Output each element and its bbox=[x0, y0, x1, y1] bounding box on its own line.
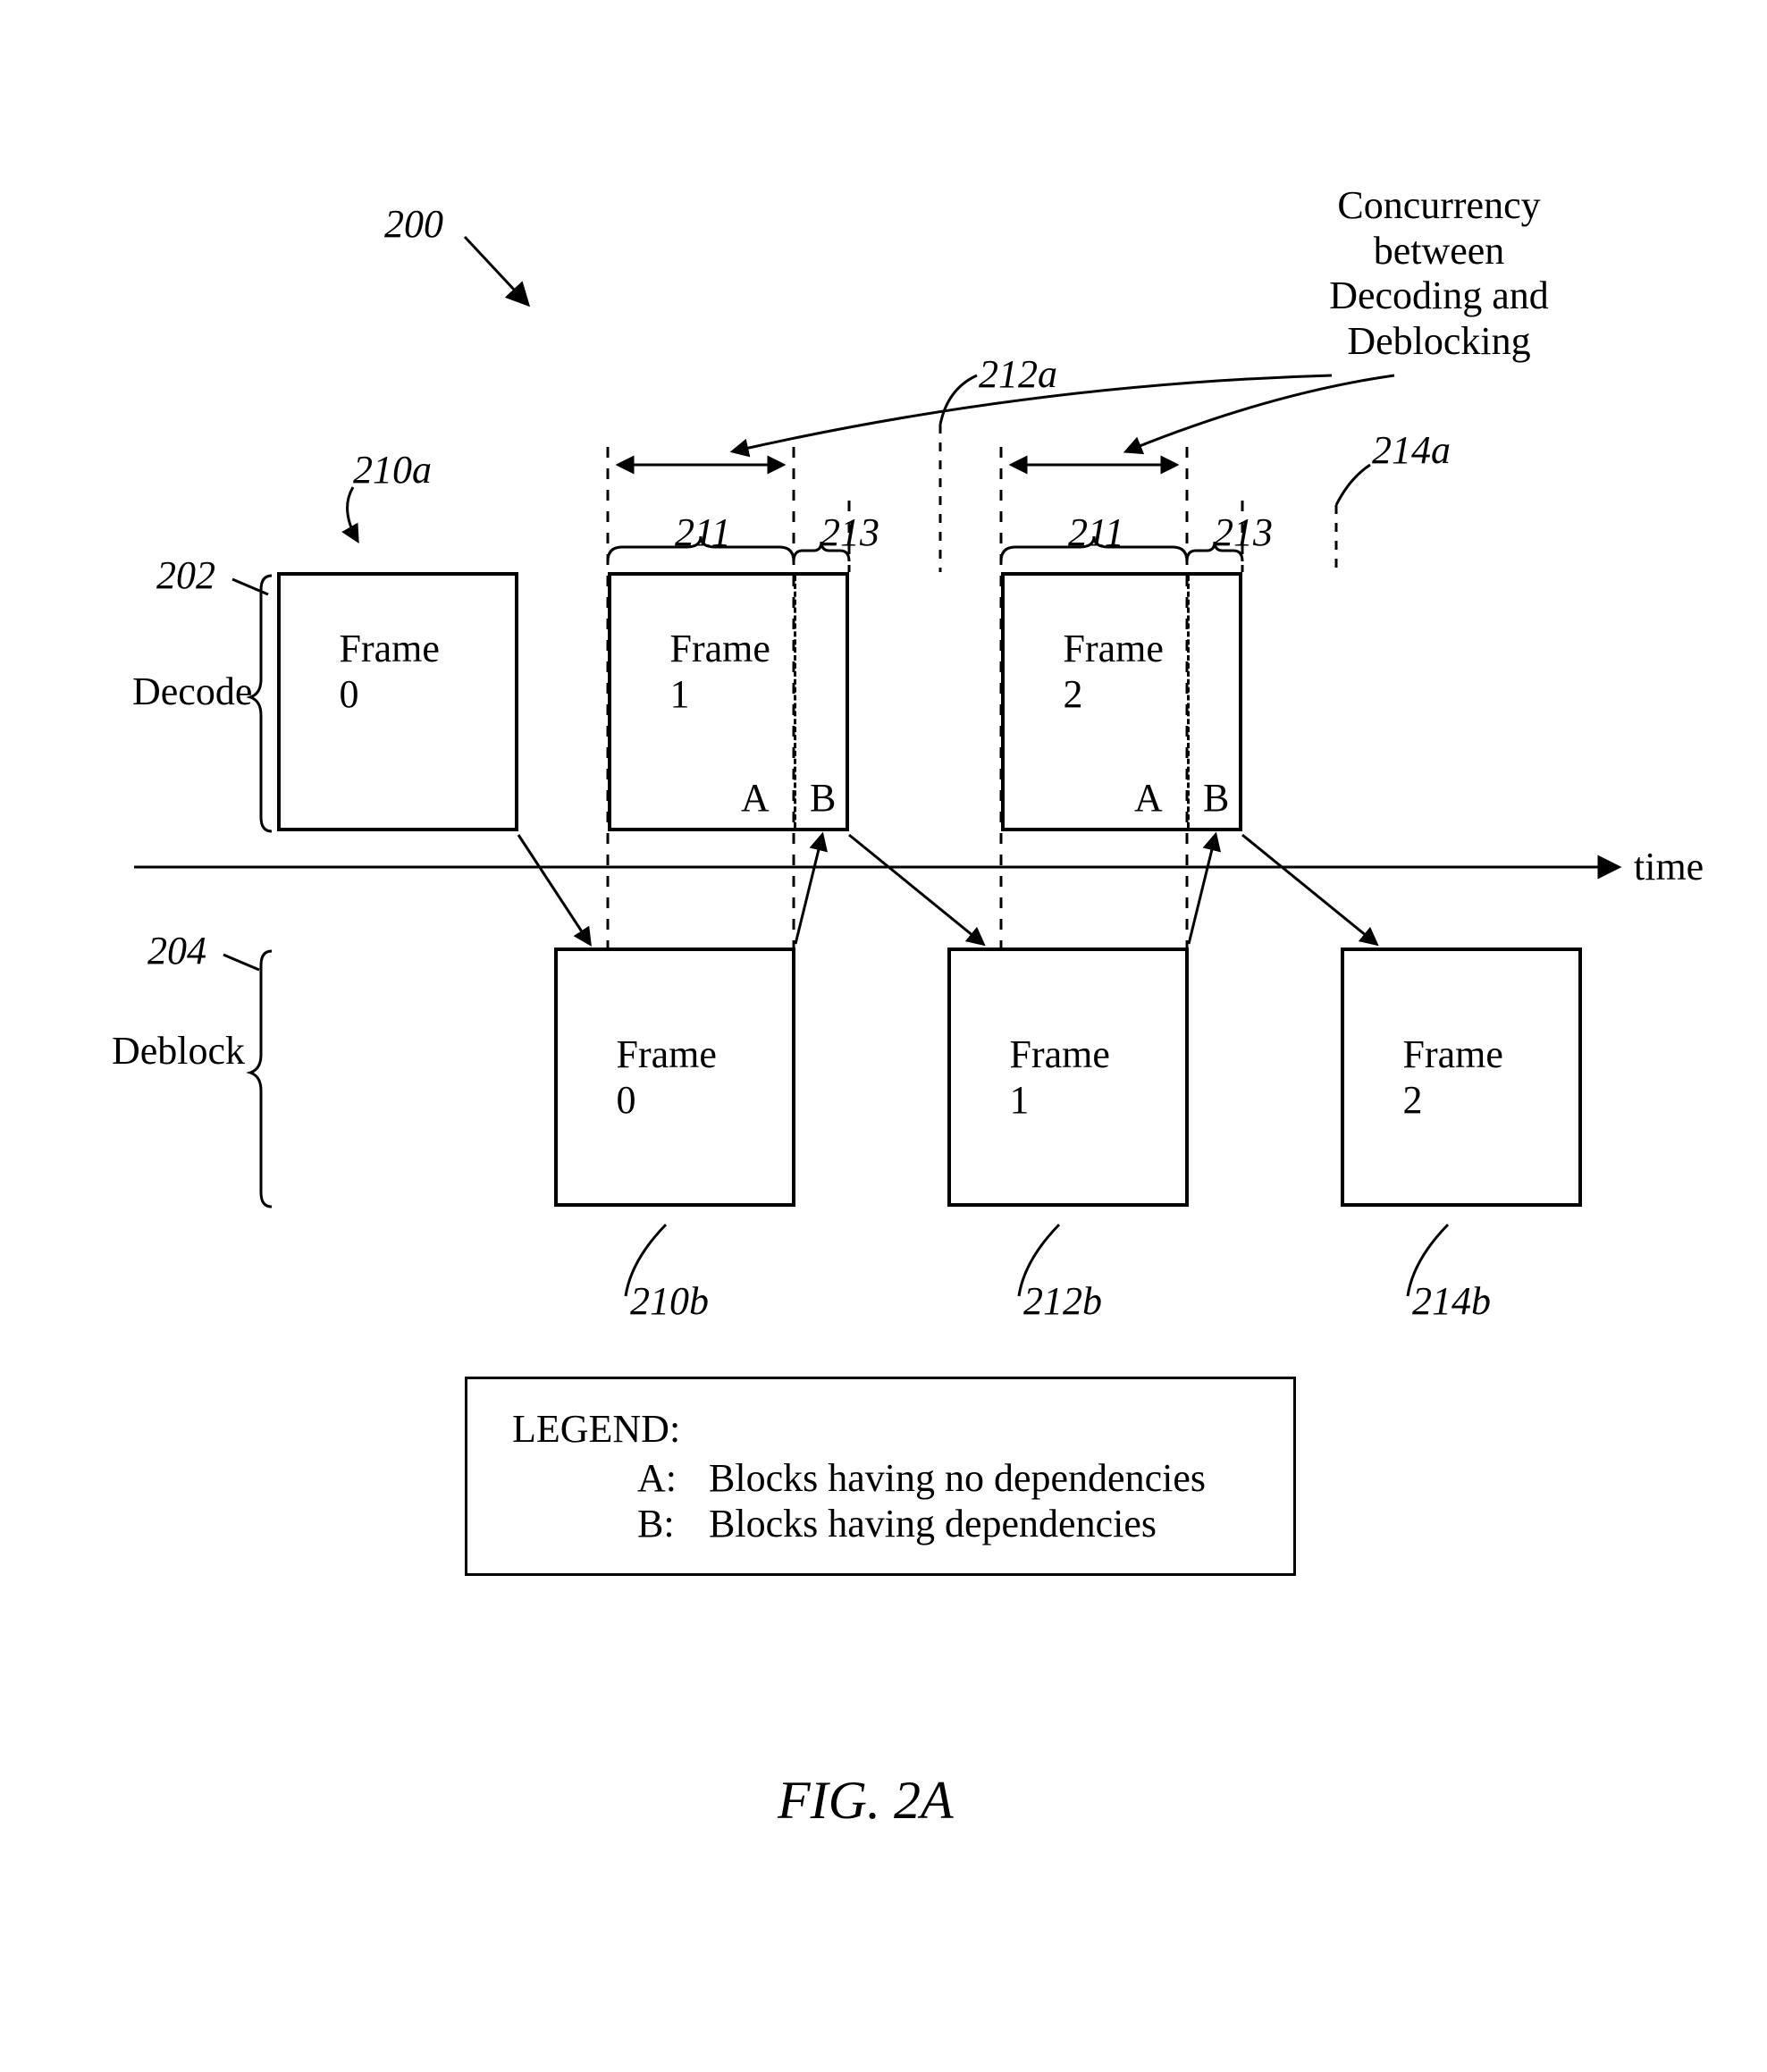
deblock-frame-2: Frame 2 bbox=[1341, 948, 1582, 1207]
ref-214a: 214a bbox=[1372, 427, 1451, 473]
title-line1: Concurrency bbox=[1337, 183, 1540, 227]
dep-db0-to-d1B bbox=[795, 835, 822, 944]
leader-202 bbox=[232, 579, 268, 594]
decode-frame-2: Frame 2 A B bbox=[1001, 572, 1242, 831]
decode1-region-B: B bbox=[810, 775, 836, 821]
legend-row-A: A: Blocks having no dependencies bbox=[637, 1455, 1249, 1501]
deblock-frame-1-label: Frame 1 bbox=[1010, 1032, 1127, 1123]
decode2-region-A: A bbox=[1134, 775, 1163, 821]
ref-211-r: 211 bbox=[1068, 510, 1124, 555]
leader-214a bbox=[1336, 465, 1370, 505]
dep-d0-to-db0 bbox=[518, 835, 590, 944]
decode-frame-2-divider bbox=[1187, 576, 1190, 828]
dep-d2-to-db2 bbox=[1242, 835, 1376, 944]
deblock-frame-1: Frame 1 bbox=[947, 948, 1189, 1207]
decode-frame-0: Frame 0 bbox=[277, 572, 518, 831]
leader-204 bbox=[223, 955, 259, 970]
brace-deblock bbox=[250, 951, 272, 1207]
decode-frame-0-label: Frame 0 bbox=[340, 626, 457, 717]
time-axis-label: time bbox=[1634, 844, 1704, 889]
decode1-region-A: A bbox=[741, 775, 770, 821]
leader-210a bbox=[348, 487, 358, 541]
ref-212a: 212a bbox=[979, 351, 1057, 397]
deblock-frame-0-label: Frame 0 bbox=[617, 1032, 734, 1123]
deblock-frame-2-label: Frame 2 bbox=[1403, 1032, 1520, 1123]
ref-213-l: 213 bbox=[820, 510, 879, 555]
legend-A-text: Blocks having no dependencies bbox=[709, 1455, 1206, 1501]
brace-decode bbox=[250, 576, 272, 831]
decode2-region-B: B bbox=[1203, 775, 1229, 821]
diagram-root: Concurrency between Decoding and Deblock… bbox=[0, 0, 1767, 2072]
title-leader-2 bbox=[1126, 375, 1394, 451]
title-line2: between bbox=[1374, 229, 1505, 273]
dep-d1-to-db1 bbox=[849, 835, 983, 944]
concurrency-title: Concurrency between Decoding and Deblock… bbox=[1278, 183, 1600, 364]
decode-frame-1: Frame 1 A B bbox=[608, 572, 849, 831]
decode-frame-2-label: Frame 2 bbox=[1064, 626, 1181, 717]
legend-title: LEGEND: bbox=[512, 1406, 1249, 1452]
leader-200 bbox=[465, 237, 527, 304]
dep-db1-to-d2B bbox=[1189, 835, 1216, 944]
decode-frame-1-divider bbox=[794, 576, 796, 828]
legend-A-key: A: bbox=[637, 1455, 709, 1501]
ref-200: 200 bbox=[384, 201, 443, 247]
title-line4: Deblocking bbox=[1347, 319, 1530, 363]
ref-213-r: 213 bbox=[1214, 510, 1273, 555]
legend-box: LEGEND: A: Blocks having no dependencies… bbox=[465, 1377, 1296, 1576]
deblock-row-label: Deblock bbox=[112, 1028, 245, 1074]
ref-204: 204 bbox=[147, 928, 206, 973]
title-line3: Decoding and bbox=[1329, 274, 1549, 317]
legend-B-key: B: bbox=[637, 1501, 709, 1546]
legend-B-text: Blocks having dependencies bbox=[709, 1501, 1157, 1546]
ref-202: 202 bbox=[156, 552, 215, 598]
ref-212b: 212b bbox=[1023, 1278, 1102, 1324]
ref-210b: 210b bbox=[630, 1278, 709, 1324]
legend-row-B: B: Blocks having dependencies bbox=[637, 1501, 1249, 1546]
deblock-frame-0: Frame 0 bbox=[554, 948, 795, 1207]
leader-212a bbox=[940, 375, 977, 425]
ref-214b: 214b bbox=[1412, 1278, 1491, 1324]
ref-211-l: 211 bbox=[675, 510, 731, 555]
ref-210a: 210a bbox=[353, 447, 432, 493]
decode-frame-1-label: Frame 1 bbox=[670, 626, 787, 717]
figure-caption: FIG. 2A bbox=[778, 1770, 954, 1832]
decode-row-label: Decode bbox=[132, 669, 252, 714]
